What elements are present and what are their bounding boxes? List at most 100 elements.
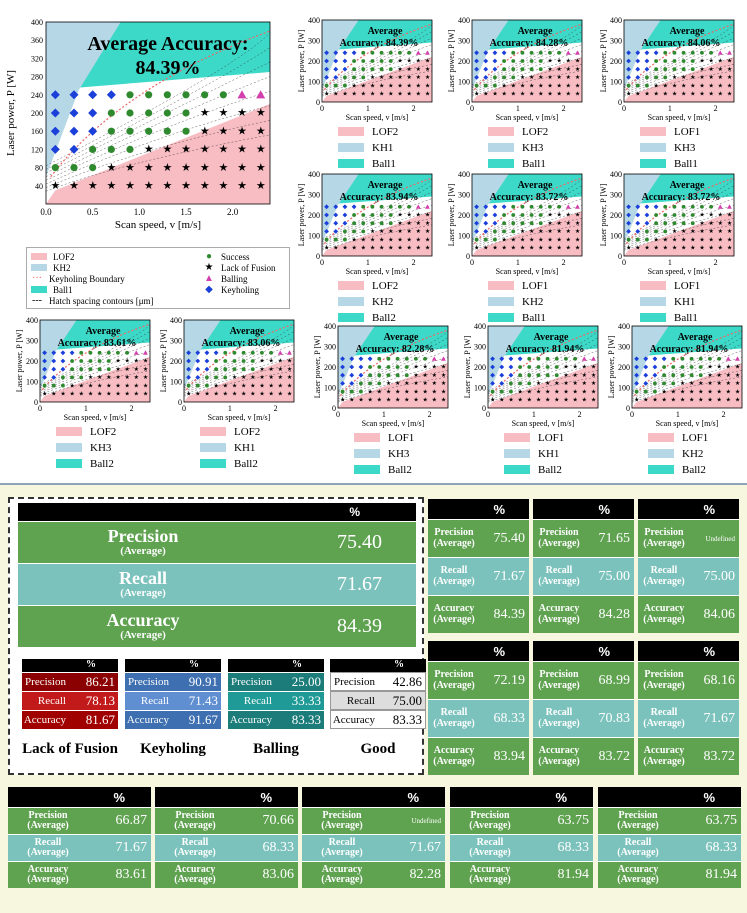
balling-marker [575, 50, 580, 55]
lack-of-fusion-marker: ★ [518, 396, 523, 403]
metric-label: Recall (Average) [450, 837, 530, 859]
metric-label: Precision (Average) [428, 527, 480, 549]
x-tick-label: 0 [470, 104, 474, 113]
legend-entry: Ball1 [488, 311, 548, 324]
metric-value: 82.28 [409, 867, 442, 882]
success-marker [232, 367, 237, 372]
accuracy-line-2: Accuracy: 84.39% [340, 38, 419, 49]
lack-of-fusion-marker: ★ [654, 244, 659, 251]
metric-label: Recall (Average) [428, 707, 480, 729]
lack-of-fusion-marker: ★ [538, 236, 543, 243]
success-marker [232, 359, 237, 363]
success-marker [407, 204, 412, 209]
success-marker [241, 359, 246, 363]
small-process-map: ★ ★ ★ ★ ★ ★ ★ ★ ★ ★ ★ ★ ★ ★ ★ ★ ★ ★ ★ ★ ★ ★ ★ ★ ★ ★ ★ ★ ★ ★ ★ ★ ★ ★ ★ ★ 0 100… [456, 322, 608, 476]
metric-table-row: Accuracy (Average) 83.94 [428, 737, 529, 775]
metric-value: 68.99 [598, 672, 631, 688]
lack-of-fusion-marker: ★ [709, 220, 714, 227]
success-marker [492, 83, 497, 88]
lof-region [472, 56, 582, 102]
accuracy-line-2: Accuracy: 81.94% [650, 344, 729, 355]
hatch-contour [471, 198, 583, 244]
y-tick-label: 200 [308, 211, 320, 220]
lack-of-fusion-marker: ★ [388, 228, 393, 235]
metric-table-row: Precision (Average) 66.87 [8, 807, 151, 834]
keyholing-marker [635, 212, 641, 218]
lack-of-fusion-marker: ★ [520, 90, 525, 97]
legend-label: LOF2 [372, 125, 399, 138]
metric-table-row: Recall (Average) 75.00 [533, 557, 634, 595]
success-marker [492, 237, 497, 242]
y-tick-label: 100 [324, 384, 336, 393]
keyholing-boundary [625, 177, 735, 245]
class-metric-value: 25.00 [291, 674, 321, 689]
y-tick-label: 0 [316, 98, 320, 107]
balling-marker [133, 350, 139, 355]
metric-label: Recall (Average) [428, 565, 480, 587]
success-marker [214, 367, 219, 372]
metric-table-row: Accuracy (Average) 84.06 [638, 595, 739, 633]
success-marker [388, 204, 393, 209]
keyholing-marker [195, 350, 201, 356]
balling-marker [425, 50, 430, 55]
keyholing-marker [186, 366, 191, 372]
lack-of-fusion-marker: ★ [416, 66, 421, 73]
keyholing-marker [652, 364, 658, 370]
legend-entry: LOF1 [640, 279, 700, 292]
success-marker [361, 67, 366, 72]
keyholing-marker [643, 364, 649, 370]
lack-of-fusion-marker: ★ [681, 82, 686, 89]
lack-of-fusion-marker: ★ [425, 228, 430, 235]
hatch-contour [471, 57, 583, 94]
lack-of-fusion-marker: ★ [575, 212, 580, 219]
y-tick-label: 200 [474, 363, 486, 372]
lack-of-fusion-marker: ★ [709, 74, 714, 81]
lack-of-fusion-marker: ★ [717, 396, 722, 403]
y-tick-label: 300 [26, 337, 38, 346]
lack-of-fusion-marker: ★ [269, 382, 274, 389]
lack-of-fusion-marker: ★ [70, 382, 75, 389]
lack-of-fusion-marker: ★ [237, 180, 247, 192]
lack-of-fusion-marker: ★ [575, 66, 580, 73]
metric-label: Precision (Average) [18, 527, 268, 557]
small-legend: LOF1 KH3 Ball2 [354, 431, 414, 479]
success-marker [499, 389, 504, 394]
lack-of-fusion-marker: ★ [134, 358, 139, 365]
small-legend: LOF2 KH3 Ball1 [488, 125, 548, 173]
x-tick-label: 2 [412, 258, 416, 267]
lack-of-fusion-marker: ★ [717, 380, 722, 387]
success-marker [563, 356, 568, 361]
success-marker [342, 229, 347, 234]
metric-name: Accuracy [643, 603, 685, 614]
lack-of-fusion-marker: ★ [672, 82, 677, 89]
metric-label: Accuracy (Average) [18, 611, 268, 641]
lack-of-fusion-marker: ★ [718, 58, 723, 65]
metric-value: 63.75 [705, 813, 738, 828]
success-marker [654, 75, 659, 80]
lack-of-fusion-marker: ★ [662, 388, 667, 395]
metric-sub: (Average) [643, 717, 685, 729]
legend-ball-label: Ball1 [53, 284, 73, 295]
success-marker [370, 213, 375, 217]
metric-name: Precision [175, 809, 215, 821]
balling-marker [727, 50, 732, 55]
x-tick-label: 0 [470, 258, 474, 267]
lack-of-fusion-marker: ★ [134, 390, 139, 397]
lack-of-fusion-marker: ★ [42, 390, 47, 397]
keyholing-marker [213, 350, 219, 356]
success-marker [182, 109, 190, 117]
legend-label: Ball1 [674, 157, 698, 170]
lack-of-fusion-marker: ★ [223, 382, 228, 389]
lack-of-fusion-marker: ★ [634, 396, 639, 403]
balling-marker [565, 204, 571, 209]
keyholing-boundary [339, 329, 449, 397]
success-marker [502, 67, 507, 72]
lack-of-fusion-marker: ★ [241, 382, 246, 389]
lack-of-fusion-marker: ★ [582, 372, 587, 379]
lack-of-fusion-marker: ★ [379, 82, 384, 89]
legend-swatch [488, 127, 514, 136]
hatch-contour [321, 70, 433, 97]
balling-marker [727, 204, 732, 209]
lack-of-fusion-marker: ★ [717, 372, 722, 379]
lack-of-fusion-marker: ★ [423, 372, 428, 379]
